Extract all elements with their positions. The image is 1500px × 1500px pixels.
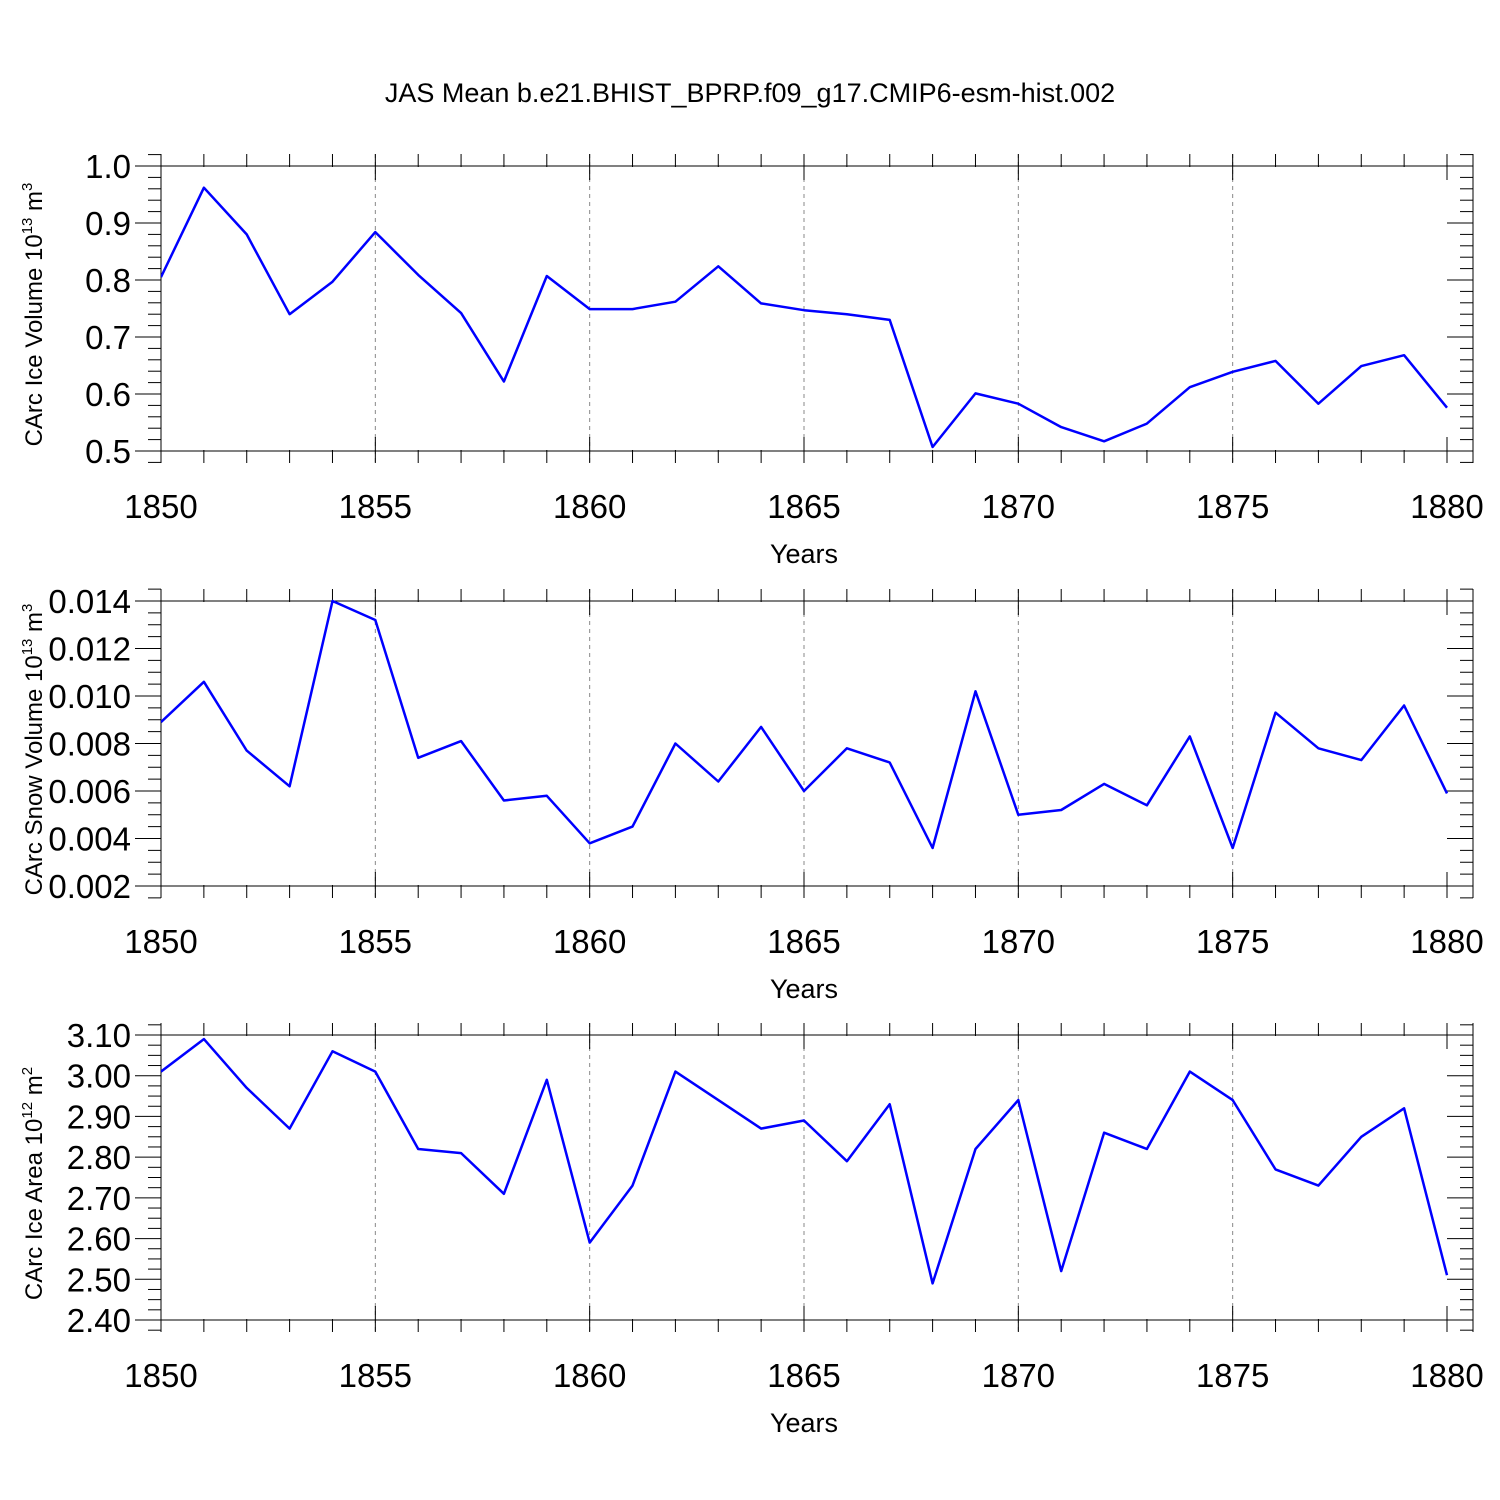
y-tick-label: 0.9 <box>85 205 131 242</box>
x-tick-label: 1880 <box>1410 923 1483 960</box>
x-tick-label: 1875 <box>1196 1357 1269 1394</box>
x-tick-label: 1850 <box>124 1357 197 1394</box>
x-tick-label: 1860 <box>553 1357 626 1394</box>
series-line <box>161 1037 1449 1285</box>
x-tick-label: 1855 <box>339 488 412 525</box>
y-tick-label: 0.014 <box>48 583 131 620</box>
x-tick-label: 1850 <box>124 488 197 525</box>
y-tick-label: 3.00 <box>67 1058 131 1095</box>
y-tick-label: 2.50 <box>67 1261 131 1298</box>
series-line <box>161 599 1449 850</box>
x-tick-label: 1875 <box>1196 488 1269 525</box>
x-tick-label: 1870 <box>982 923 1055 960</box>
y-axis-label: CArc Ice Area 1012 m2 <box>19 1067 48 1300</box>
y-tick-label: 0.002 <box>48 868 131 905</box>
x-tick-label: 1865 <box>767 923 840 960</box>
y-tick-label: 0.6 <box>85 376 131 413</box>
y-tick-label: 2.40 <box>67 1302 131 1339</box>
panel-1: 0.5 0.6 0.7 0.8 0.9 1.0 1850 1855 1860 1865 1870 18… <box>19 148 1484 569</box>
x-axis-label: Years <box>770 1408 838 1438</box>
x-tick-label: 1870 <box>982 488 1055 525</box>
y-tick-label: 2.70 <box>67 1180 131 1217</box>
y-tick-label: 2.80 <box>67 1139 131 1176</box>
y-tick-label: 2.60 <box>67 1221 131 1258</box>
x-tick-label: 1870 <box>982 1357 1055 1394</box>
y-tick-label: 2.90 <box>67 1098 131 1135</box>
x-tick-label: 1865 <box>767 488 840 525</box>
x-tick-label: 1855 <box>339 923 412 960</box>
x-tick-label: 1875 <box>1196 923 1269 960</box>
x-tick-label: 1860 <box>553 923 626 960</box>
x-tick-label: 1880 <box>1410 488 1483 525</box>
panel-2: 0.002 0.004 0.006 0.008 0.010 0.012 0.014 1850 1… <box>19 583 1484 1004</box>
y-tick-label: 0.008 <box>48 726 131 763</box>
y-tick-label: 0.8 <box>85 262 131 299</box>
x-tick-label: 1865 <box>767 1357 840 1394</box>
panels: 0.5 0.6 0.7 0.8 0.9 1.0 1850 1855 1860 1865 1870 18… <box>19 148 1484 1438</box>
figure-title: JAS Mean b.e21.BHIST_BPRP.f09_g17.CMIP6-… <box>385 78 1115 108</box>
x-tick-label: 1855 <box>339 1357 412 1394</box>
x-tick-label: 1860 <box>553 488 626 525</box>
y-tick-label: 0.012 <box>48 631 131 668</box>
panel-3: 2.40 2.502.60 2.70 2.80 2.903.00 3.10 1850 1855… <box>19 1017 1484 1438</box>
x-axis-label: Years <box>770 539 838 569</box>
x-axis-label: Years <box>770 974 838 1004</box>
x-tick-label: 1850 <box>124 923 197 960</box>
y-axis-label: CArc Ice Volume 1013 m3 <box>19 183 48 447</box>
y-tick-label: 0.5 <box>85 433 131 470</box>
series-line <box>161 186 1448 449</box>
y-tick-label: 0.004 <box>48 821 131 858</box>
y-tick-label: 0.7 <box>85 319 131 356</box>
y-tick-label: 0.010 <box>48 678 131 715</box>
y-tick-label: 0.006 <box>48 773 131 810</box>
y-axis-label: CArc Snow Volume 1013 m3 <box>19 604 48 896</box>
y-tick-label: 3.10 <box>67 1017 131 1054</box>
y-tick-label: 1.0 <box>85 148 131 185</box>
x-tick-label: 1880 <box>1410 1357 1483 1394</box>
